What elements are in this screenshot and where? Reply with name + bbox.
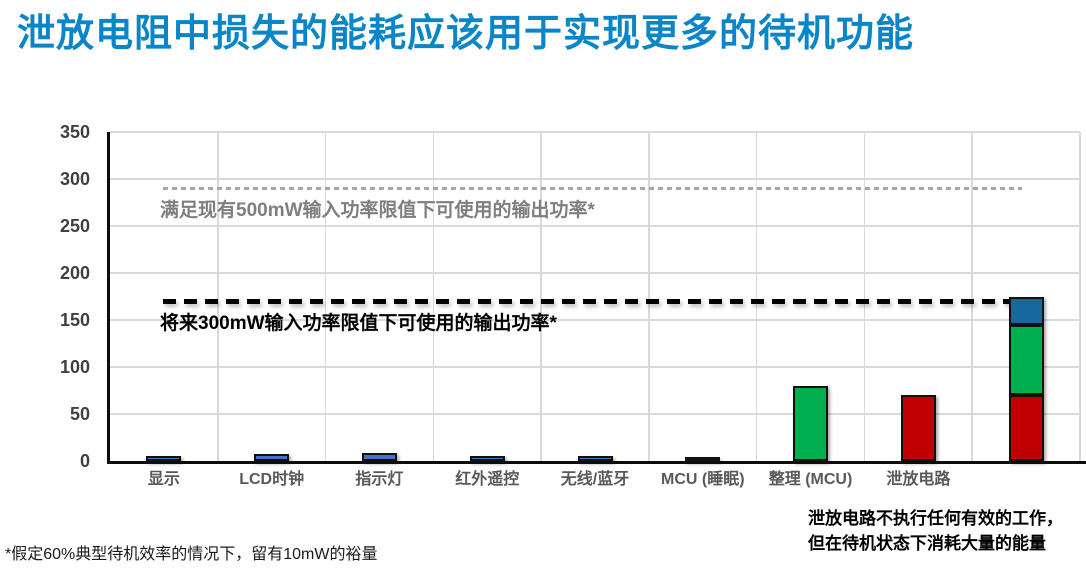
y-tick-label: 200 — [59, 263, 90, 283]
x-tick-label: 指示灯 — [355, 471, 404, 488]
reference-line-limit-300mw — [163, 298, 1009, 304]
h-gridline — [110, 178, 1080, 180]
bar-segment — [900, 395, 936, 461]
h-gridline — [110, 319, 1080, 321]
reference-line-label-limit-500mw: 满足现有500mW输入功率限值下可使用的输出功率* — [160, 200, 595, 222]
v-gridline — [971, 132, 973, 461]
y-tick-label: 250 — [59, 216, 90, 236]
bleeder-annotation-line1: 泄放电路不执行任何有效的工作， — [808, 509, 1063, 528]
h-gridline — [110, 225, 1080, 227]
bar-segment — [254, 454, 290, 461]
bar-8 — [900, 394, 936, 461]
bar-segment — [1008, 296, 1044, 325]
x-tick-label: 红外遥控 — [455, 471, 520, 488]
plot-area: 满足现有500mW输入功率限值下可使用的输出功率* 将来300mW输入功率限值下可… — [110, 131, 1081, 461]
bar-7 — [793, 385, 829, 461]
bleeder-annotation: 泄放电路不执行任何有效的工作， 但在待机状态下消耗大量的能量 — [808, 506, 1063, 556]
x-tick-label: 泄放电路 — [886, 471, 951, 488]
bar-9 — [1008, 296, 1044, 461]
reference-line-limit-500mw — [163, 187, 1022, 190]
v-gridline — [432, 132, 435, 461]
bar-segment — [469, 456, 505, 461]
y-tick-label: 100 — [59, 357, 90, 377]
bar-3 — [361, 452, 397, 461]
x-tick-label: MCU (睡眠) — [660, 471, 745, 488]
h-gridline — [110, 413, 1080, 415]
bar-2 — [254, 453, 290, 461]
h-gridline — [110, 272, 1080, 274]
bar-segment — [361, 453, 397, 461]
y-tick-label: 150 — [59, 310, 90, 330]
y-axis-line — [107, 132, 110, 464]
bar-segment — [1008, 395, 1044, 461]
bar-segment — [146, 456, 182, 461]
bar-segment — [1008, 324, 1044, 396]
y-tick-label: 50 — [69, 404, 90, 424]
x-tick-label: 无线/蓝牙 — [560, 471, 630, 488]
v-gridline — [863, 132, 866, 461]
x-tick-label: 整理 (MCU) — [768, 471, 853, 488]
v-gridline — [648, 132, 650, 461]
footnote: *假定60%典型待机效率的情况下，留有10mW的裕量 — [5, 546, 378, 563]
x-tick-label: 显示 — [147, 471, 180, 488]
bar-segment — [685, 456, 721, 461]
x-tick-label: LCD时钟 — [239, 471, 305, 488]
bar-1 — [146, 455, 182, 461]
h-gridline — [110, 366, 1080, 368]
v-gridline — [540, 132, 542, 461]
v-gridline — [755, 132, 758, 461]
v-gridline — [324, 132, 327, 461]
y-tick-label: 300 — [59, 169, 90, 189]
bleeder-annotation-line2: 但在待机状态下消耗大量的能量 — [808, 534, 1046, 553]
bar-segment — [577, 456, 613, 461]
bar-6 — [685, 456, 721, 461]
slide-title: 泄放电阻中损失的能耗应该用于实现更多的待机功能 — [17, 13, 915, 55]
bar-5 — [577, 455, 613, 461]
y-tick-label: 350 — [59, 122, 90, 142]
y-tick-label: 0 — [79, 451, 90, 471]
h-gridline — [110, 131, 1080, 133]
reference-line-label-limit-300mw: 将来300mW输入功率限值下可使用的输出功率* — [160, 313, 557, 335]
bar-4 — [469, 455, 505, 461]
bar-segment — [793, 385, 829, 461]
v-gridline — [1079, 132, 1081, 461]
x-axis-line — [107, 461, 1086, 464]
v-gridline — [217, 132, 219, 461]
